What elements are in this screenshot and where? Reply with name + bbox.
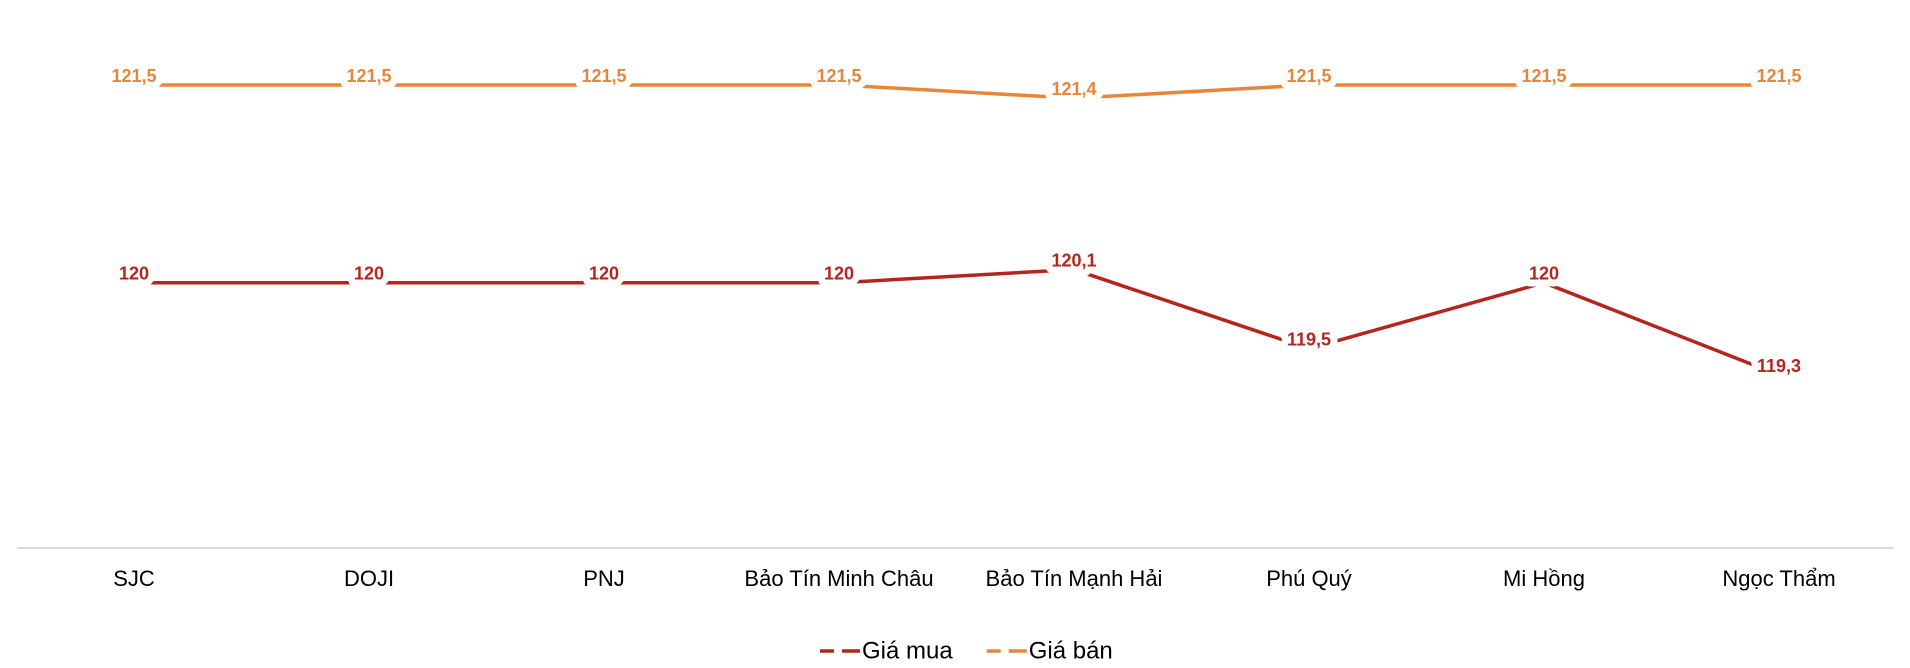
data-label: 121,5 [1521,66,1566,86]
data-label: 121,5 [581,66,626,86]
x-tick-label: Ngọc Thẩm [1722,566,1835,591]
x-tick-label: PNJ [583,566,625,591]
x-tick-label: Phú Quý [1266,566,1352,591]
data-label: 120 [354,263,384,283]
data-label: 121,5 [111,66,156,86]
data-label: 121,5 [1756,66,1801,86]
data-label: 121,4 [1051,79,1096,99]
series-line [134,83,1779,100]
legend-label: Giá mua [862,637,953,664]
legend-label: Giá bán [1029,637,1113,664]
data-label: 121,5 [1286,66,1331,86]
data-label: 120 [119,263,149,283]
data-label: 119,5 [1287,329,1331,349]
data-label: 121,5 [346,66,391,86]
data-label: 121,5 [816,66,861,86]
x-tick-label: Mi Hồng [1503,566,1585,591]
data-label: 120 [589,263,619,283]
x-tick-label: Bảo Tín Mạnh Hải [986,566,1163,591]
series-line [134,267,1780,377]
data-label: 120 [1529,263,1559,283]
data-label: 120,1 [1051,250,1096,270]
x-tick-label: DOJI [344,566,394,591]
x-tick-label: Bảo Tín Minh Châu [744,566,933,591]
data-label: 120 [824,263,854,283]
data-label: 119,3 [1757,356,1801,376]
x-tick-label: SJC [113,566,155,591]
